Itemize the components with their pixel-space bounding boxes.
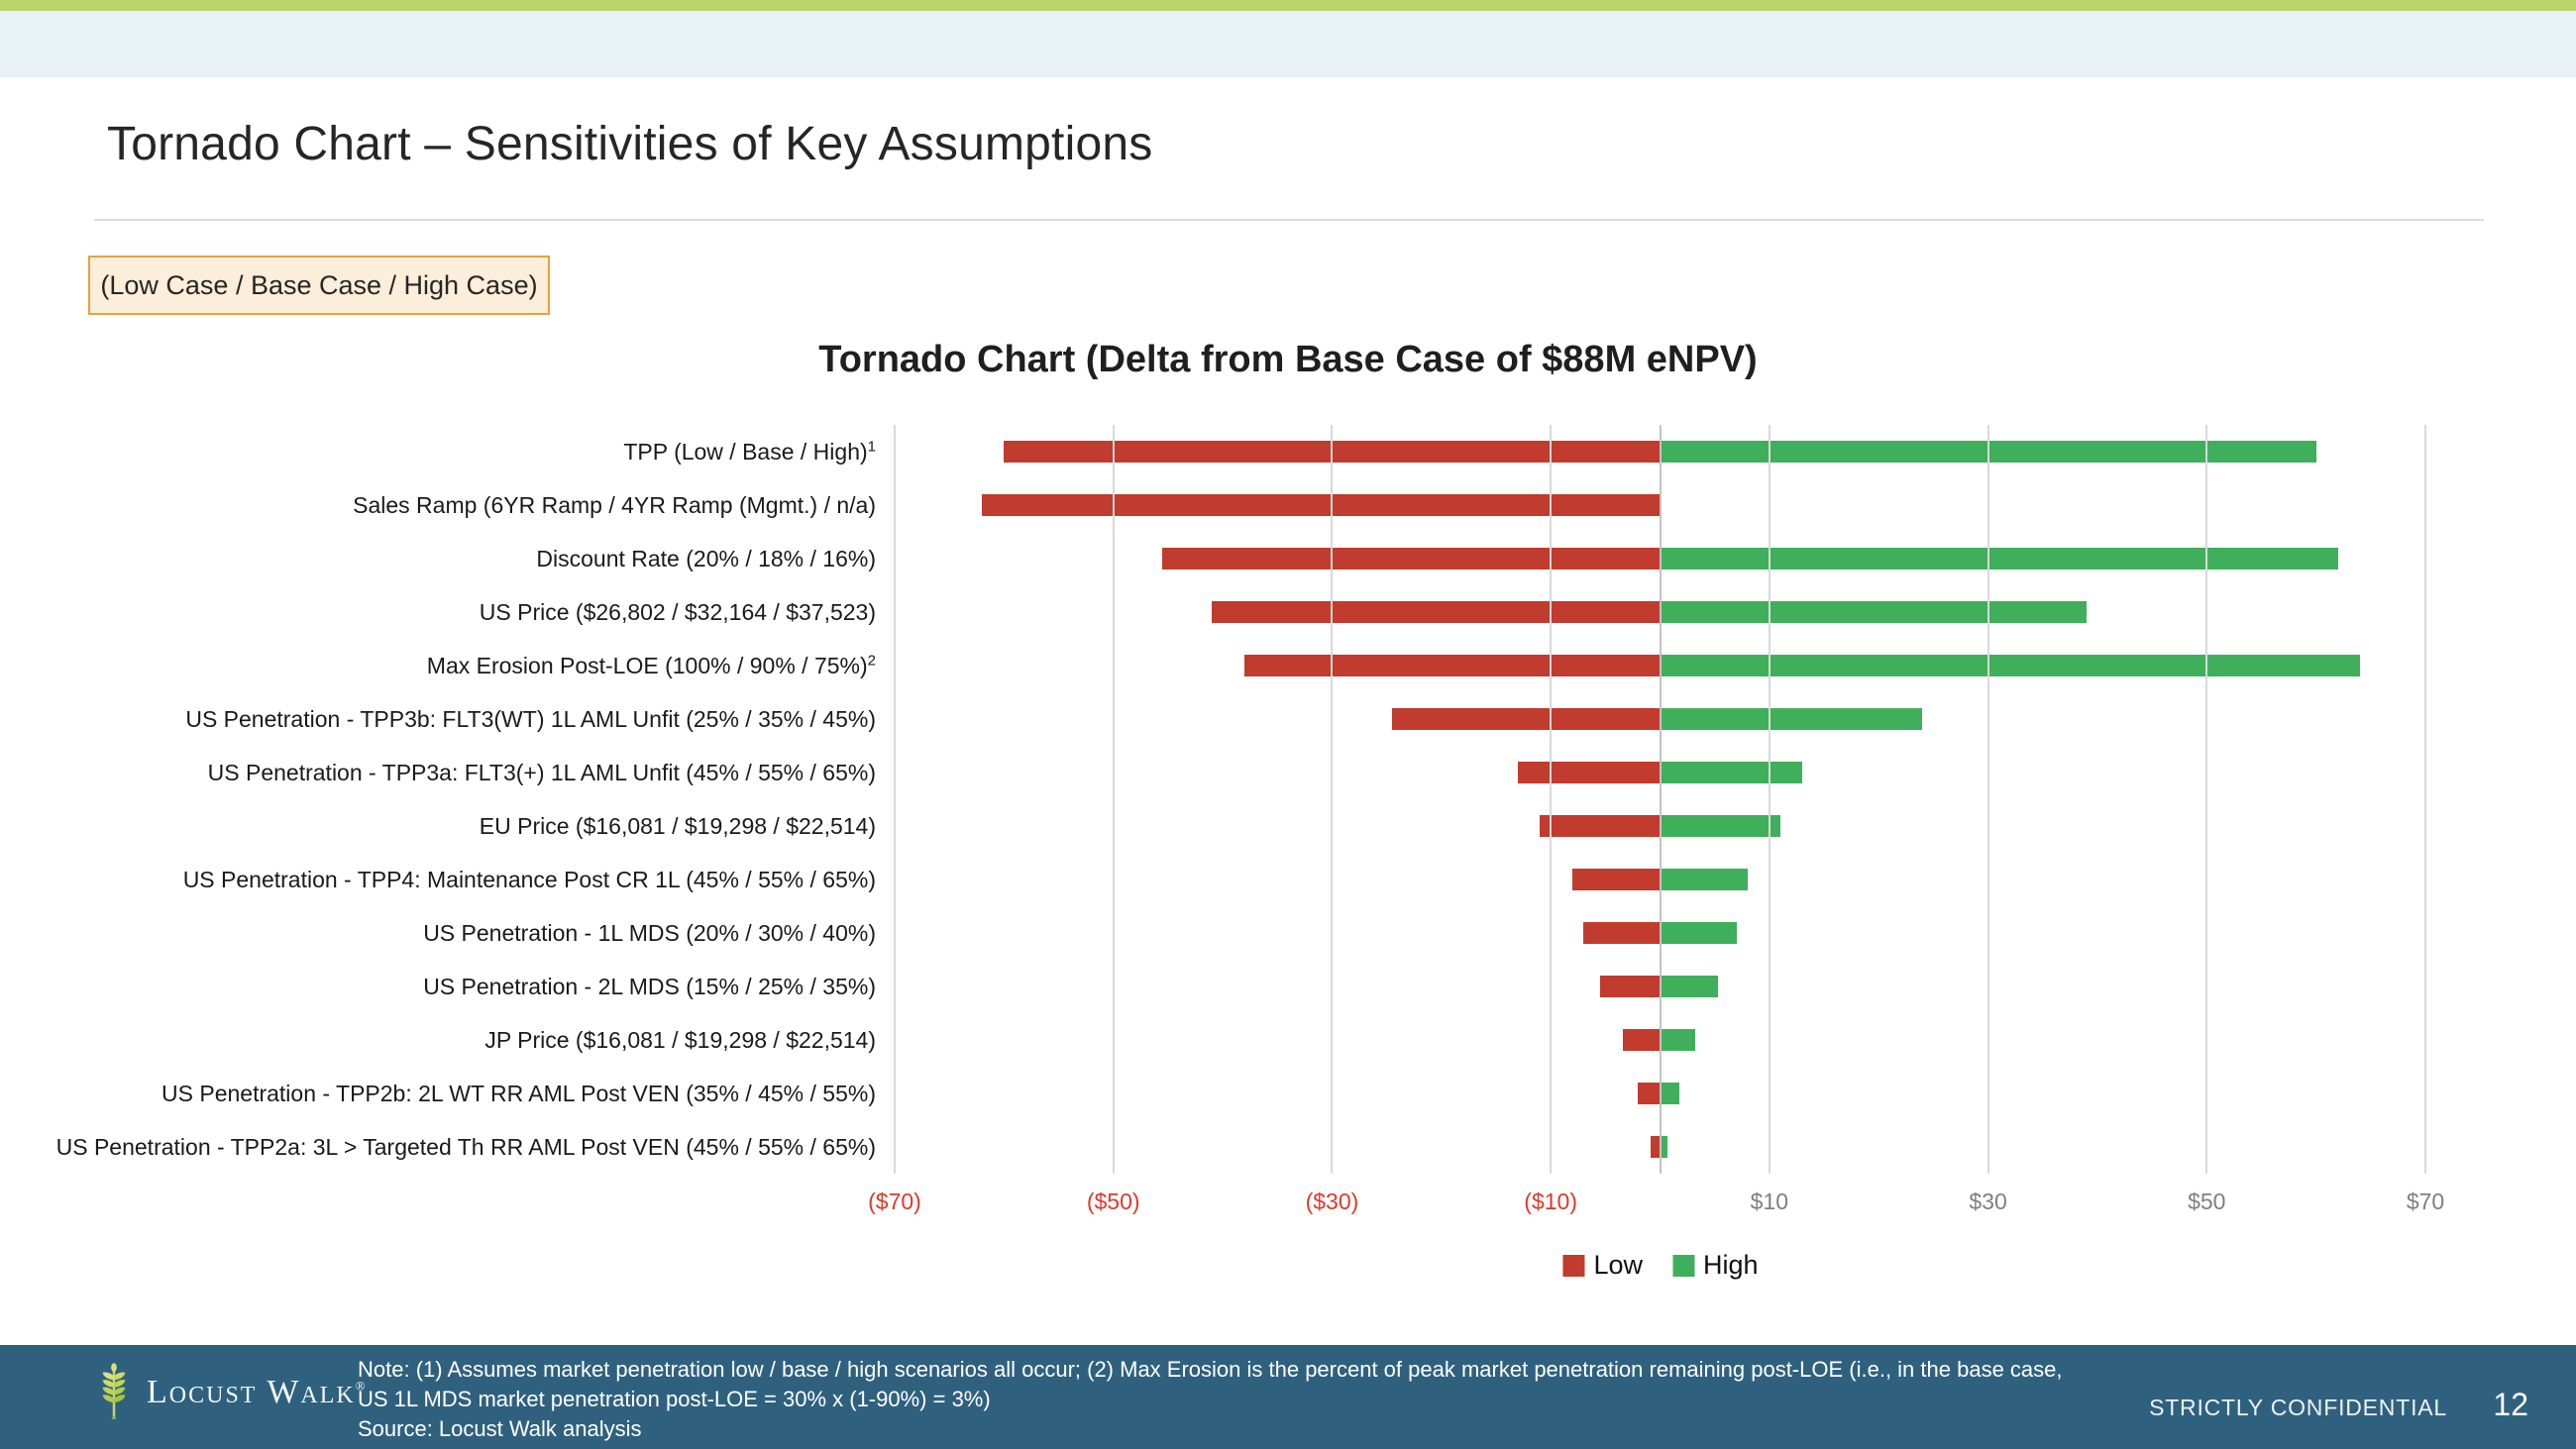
gridline — [2424, 425, 2426, 1174]
category-label: EU Price ($16,081 / $19,298 / $22,514) — [479, 813, 876, 839]
category-label: US Penetration - TPP3a: FLT3(+) 1L AML U… — [207, 760, 876, 785]
bar-high — [1660, 922, 1737, 944]
legend-low-label: Low — [1593, 1250, 1643, 1280]
title-divider — [94, 219, 2484, 221]
confidential-label: STRICTLY CONFIDENTIAL — [2149, 1395, 2447, 1420]
bar-low — [1540, 815, 1661, 837]
category-label: JP Price ($16,081 / $19,298 / $22,514) — [484, 1027, 876, 1053]
legend-low-swatch — [1562, 1254, 1585, 1277]
category-label: US Price ($26,802 / $32,164 / $37,523) — [479, 599, 876, 625]
bar-low — [1583, 922, 1661, 944]
bar-high — [1660, 976, 1718, 997]
bar-low — [1622, 1029, 1661, 1051]
gridline — [1112, 425, 1115, 1174]
legend-item-high: High — [1672, 1250, 1759, 1281]
x-tick-label: ($70) — [868, 1189, 921, 1214]
x-tick-label: $10 — [1750, 1189, 1789, 1214]
bar-low — [1212, 601, 1661, 623]
category-label: US Penetration - TPP2a: 3L > Targeted Th… — [55, 1134, 876, 1160]
bar-high — [1660, 869, 1748, 890]
bar-low — [1638, 1083, 1661, 1104]
bar-low — [1572, 869, 1661, 890]
x-tick-label: $30 — [1969, 1189, 2007, 1214]
logo-wordmark: Locust Walk® — [147, 1374, 366, 1410]
x-axis-ticks: ($70) ($50) ($30) ($10) $10 $30 $50 $70 — [868, 1189, 2444, 1220]
footnote-line-2: US 1L MDS market penetration post-LOE = … — [358, 1387, 991, 1411]
category-label: TPP (Low / Base / High)1 — [623, 438, 876, 465]
wheat-icon — [102, 1363, 126, 1419]
x-tick-label: ($50) — [1086, 1189, 1140, 1214]
x-tick-label: ($10) — [1524, 1189, 1577, 1214]
x-tick-label: $50 — [2188, 1189, 2226, 1214]
plot-area — [894, 425, 2426, 1174]
category-label: US Penetration - TPP4: Maintenance Post … — [182, 867, 876, 892]
case-legend-label: (Low Case / Base Case / High Case) — [100, 269, 538, 300]
bar-high — [1660, 1136, 1668, 1158]
gridline — [1768, 425, 1771, 1174]
chart-legend: Low High — [1562, 1250, 1759, 1281]
bar-high — [1660, 655, 2360, 676]
category-label: Sales Ramp (6YR Ramp / 4YR Ramp (Mgmt.) … — [353, 492, 876, 518]
category-label: US Penetration - 2L MDS (15% / 25% / 35%… — [423, 974, 876, 999]
bar-low — [1650, 1136, 1661, 1158]
footer-band: Locust Walk® Note: (1) Assumes market pe… — [0, 1345, 2576, 1449]
x-tick-label: $70 — [2406, 1189, 2445, 1214]
bar-high — [1660, 1083, 1680, 1104]
footnote-line-1: Note: (1) Assumes market penetration low… — [358, 1357, 2063, 1382]
case-legend-box: (Low Case / Base Case / High Case) — [88, 256, 550, 315]
bar-low — [1162, 548, 1661, 569]
category-labels: TPP (Low / Base / High)1 Sales Ramp (6YR … — [0, 425, 876, 1174]
header-band — [0, 11, 2576, 77]
bar-high — [1660, 708, 1923, 730]
category-label: Max Erosion Post-LOE (100% / 90% / 75%)2 — [426, 652, 876, 678]
gridline — [1550, 425, 1553, 1174]
category-label: US Penetration - TPP3b: FLT3(WT) 1L AML … — [185, 706, 876, 732]
page-title: Tornado Chart – Sensitivities of Key Ass… — [107, 118, 1153, 170]
x-tick-label: ($30) — [1305, 1189, 1359, 1214]
legend-item-low: Low — [1562, 1250, 1643, 1281]
bar-low — [1244, 655, 1661, 676]
gridline — [2205, 425, 2208, 1174]
bar-low — [1518, 762, 1661, 783]
gridline — [894, 425, 896, 1174]
legend-high-swatch — [1672, 1254, 1694, 1277]
legend-high-label: High — [1703, 1250, 1759, 1280]
bar-low — [1599, 976, 1661, 997]
bar-low — [1392, 708, 1661, 730]
category-label: US Penetration - TPP2b: 2L WT RR AML Pos… — [161, 1081, 876, 1106]
gridline — [1331, 425, 1334, 1174]
chart-title: Tornado Chart (Delta from Base Case of $… — [818, 339, 1758, 380]
bar-low — [982, 494, 1661, 516]
category-label: US Penetration - 1L MDS (20% / 30% / 40%… — [423, 920, 876, 946]
bar-high — [1660, 548, 2338, 569]
bar-high — [1660, 601, 2087, 623]
footnote-block: Note: (1) Assumes market penetration low… — [358, 1355, 2063, 1444]
bar-high — [1660, 762, 1802, 783]
category-label: Discount Rate (20% / 18% / 16%) — [536, 546, 876, 571]
footnote-line-3: Source: Locust Walk analysis — [358, 1416, 642, 1441]
page-number: 12 — [2493, 1387, 2528, 1422]
company-logo: Locust Walk® — [95, 1353, 366, 1432]
gridline — [1986, 425, 1989, 1174]
bar-high — [1660, 1029, 1695, 1051]
bar-high — [1660, 815, 1780, 837]
registered-mark: ® — [355, 1378, 366, 1394]
zero-axis-line — [1659, 425, 1662, 1174]
top-accent-strip — [0, 0, 2576, 11]
